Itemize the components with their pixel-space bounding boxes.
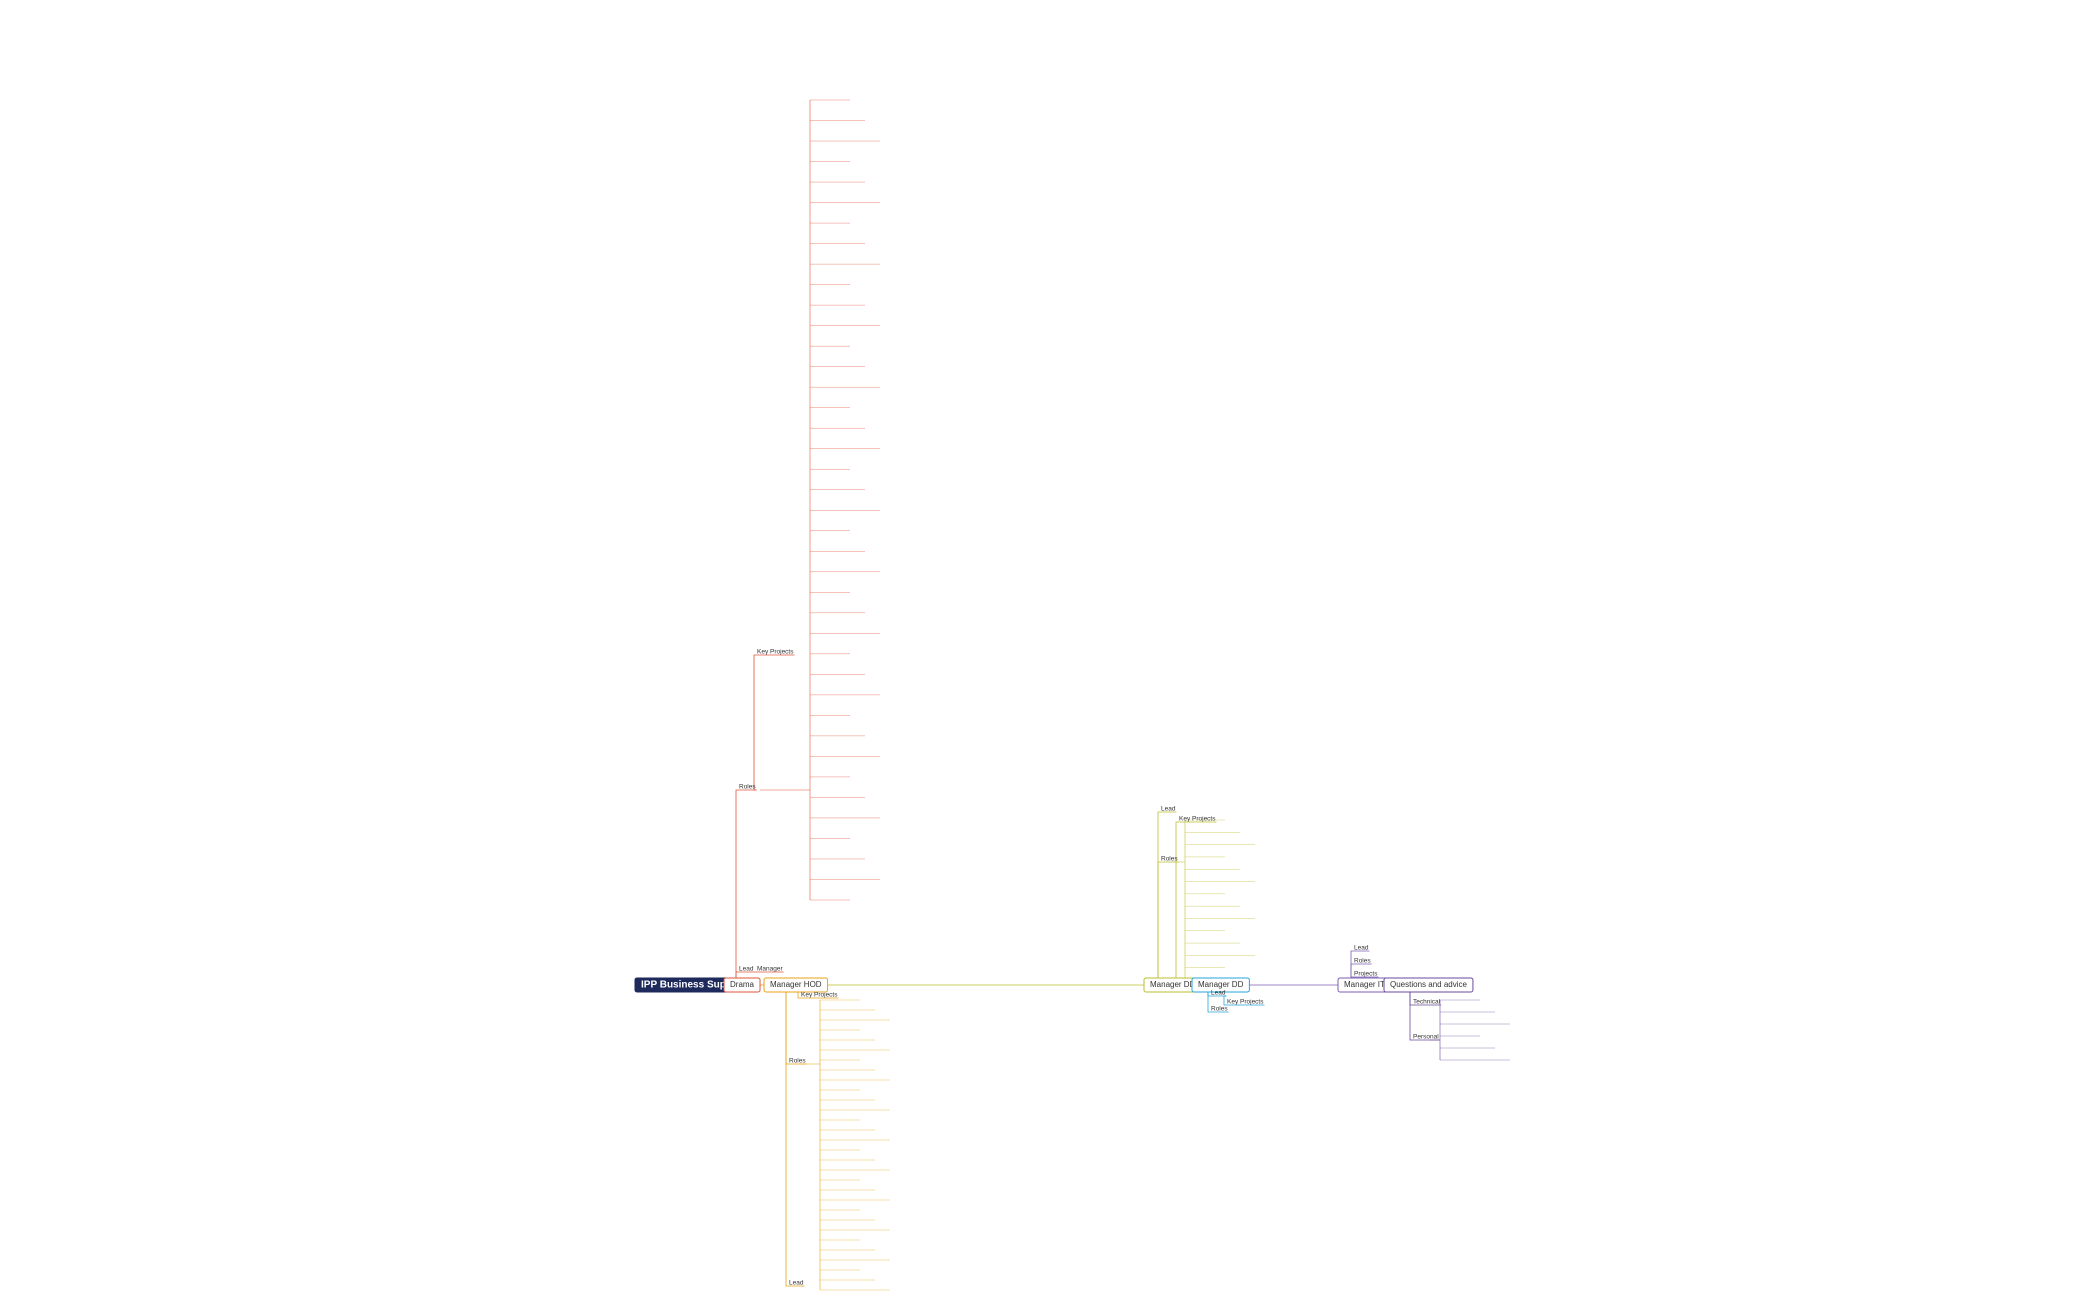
node-label: Manager HOD (770, 980, 822, 989)
node-label: Questions and advice (1390, 980, 1467, 989)
root-label: IPP Business Support (641, 980, 746, 991)
branch-line (760, 100, 811, 900)
node-label: Drama (730, 980, 755, 989)
edge (1175, 821, 1202, 986)
node-label: Projects (1354, 971, 1378, 978)
branch-line (1170, 820, 1186, 980)
node-label: Technical (1413, 999, 1441, 1006)
node-label: Manager DD (1150, 980, 1196, 989)
edge (1157, 811, 1202, 986)
edge (753, 654, 757, 791)
edge (1157, 861, 1202, 986)
node-label: Lead (789, 1280, 804, 1287)
branch-node (1383, 977, 1474, 993)
node-label: Lead (1161, 806, 1176, 813)
node-label: Roles (739, 784, 756, 791)
branch-node (1191, 977, 1250, 993)
node-label: Key Projects (801, 992, 838, 999)
node-label: Manager (757, 966, 783, 973)
branch-node (763, 977, 829, 993)
node-label: Roles (789, 1058, 806, 1065)
node-label: Lead (739, 966, 754, 973)
node-label: Lead (1211, 990, 1226, 997)
node-label: Lead (1354, 945, 1369, 952)
node-label: Key Projects (757, 649, 794, 656)
node-label: Manager DD (1198, 980, 1244, 989)
branch-node (723, 977, 761, 993)
node-label: Manager IT (1344, 980, 1385, 989)
node-label: Roles (1354, 958, 1371, 965)
node-label: Roles (1161, 856, 1178, 863)
node-label: Personal (1413, 1034, 1439, 1041)
edge (1409, 984, 1473, 1041)
branch-line (800, 1000, 821, 1290)
node-label: Roles (1211, 1006, 1228, 1013)
edge (735, 789, 761, 986)
node-label: Key Projects (1179, 816, 1216, 823)
edges (722, 99, 1510, 1291)
branch-line (1430, 1000, 1441, 1060)
node-label: Key Projects (1227, 999, 1264, 1006)
